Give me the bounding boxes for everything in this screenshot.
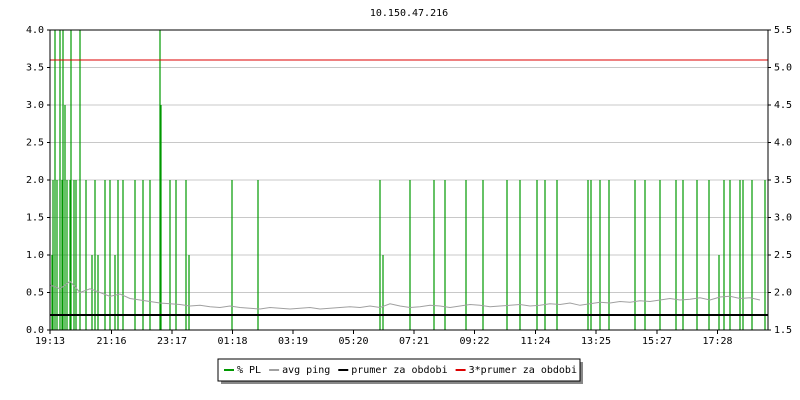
legend-label: 3*prumer za obdobi [469, 365, 577, 376]
legend: % PL avg ping prumer za obdobi 3*prumer za … [217, 358, 583, 384]
x-tick-label: 17:28 [702, 336, 732, 347]
x-tick-label: 07:21 [399, 336, 429, 347]
x-tick-label: 03:19 [278, 336, 308, 347]
x-tick-label: 19:13 [35, 336, 65, 347]
x-tick-label: 21:16 [96, 336, 126, 347]
legend-box [217, 358, 581, 382]
y-tick-label: 3.0 [26, 100, 44, 111]
y2-tick-label: 3.0 [774, 213, 792, 224]
y-tick-label: 2.0 [26, 175, 44, 186]
legend-label: % PL [237, 365, 261, 376]
x-tick-label: 09:22 [459, 336, 489, 347]
y-tick-label: 1.0 [26, 250, 44, 261]
x-tick-label: 23:17 [157, 336, 187, 347]
legend-label: avg ping [282, 365, 330, 376]
y2-tick-label: 1.5 [774, 325, 792, 336]
x-tick-label: 15:27 [642, 336, 672, 347]
y-tick-label: 0.5 [26, 288, 44, 299]
series-line [49, 280, 761, 310]
y-tick-label: 0.0 [26, 325, 44, 336]
y2-tick-label: 2.0 [774, 288, 792, 299]
y-tick-label: 3.5 [26, 63, 44, 74]
legend-label: prumer za obdobi [351, 365, 447, 376]
y2-tick-label: 5.5 [774, 25, 792, 36]
y2-tick-label: 2.5 [774, 250, 792, 261]
plot-frame [49, 29, 769, 331]
y2-tick-label: 4.5 [774, 100, 792, 111]
y2-tick-label: 4.0 [774, 138, 792, 149]
y-tick-label: 4.0 [26, 25, 44, 36]
x-tick-label: 05:20 [338, 336, 368, 347]
y-tick-label: 1.5 [26, 213, 44, 224]
y2-tick-label: 5.0 [774, 63, 792, 74]
y2-tick-label: 3.5 [774, 175, 792, 186]
x-tick-label: 11:24 [520, 336, 550, 347]
x-tick-label: 13:25 [581, 336, 611, 347]
x-tick-label: 01:18 [217, 336, 247, 347]
y-tick-label: 2.5 [26, 138, 44, 149]
chart-title: 10.150.47.216 [370, 8, 448, 19]
